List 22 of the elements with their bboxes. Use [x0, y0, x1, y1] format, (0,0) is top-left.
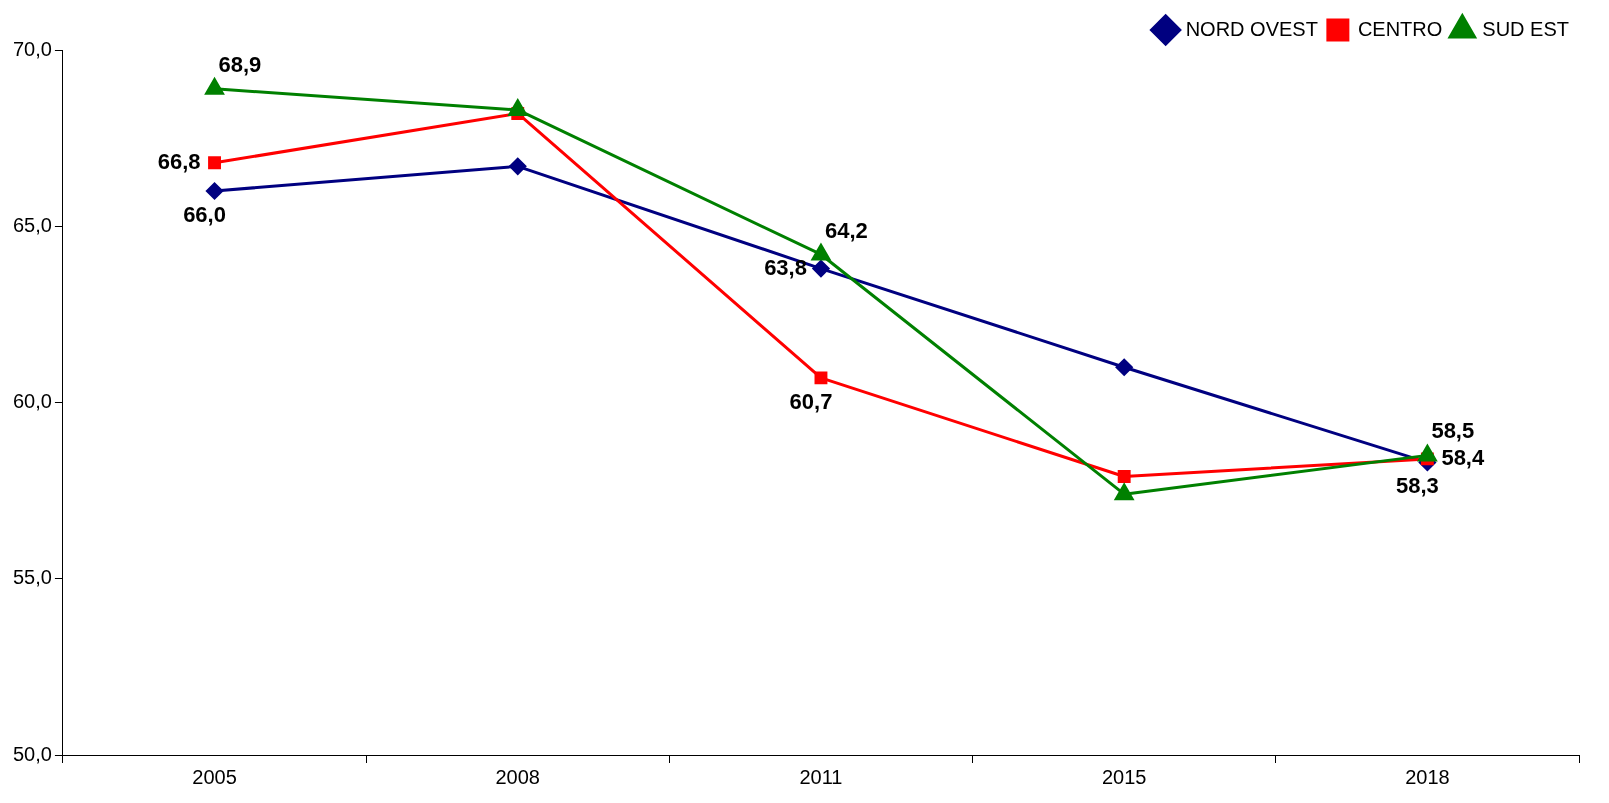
x-tick-label: 2008: [495, 765, 540, 788]
data-label: 66,0: [183, 202, 226, 228]
legend-label: SUD EST: [1482, 17, 1570, 40]
data-label: 58,5: [1431, 418, 1475, 444]
legend-label: CENTRO: [1357, 17, 1443, 40]
x-tick-label: 2005: [192, 765, 237, 788]
legend-label: NORD OVEST: [1185, 17, 1318, 40]
y-tick-label: 60,0: [12, 390, 52, 413]
data-label: 68,9: [218, 51, 262, 77]
y-tick-label: 55,0: [12, 566, 52, 589]
y-tick-label: 65,0: [12, 213, 52, 236]
data-label: 60,7: [789, 388, 833, 414]
data-label: 58,3: [1395, 473, 1439, 499]
x-tick-label: 2015: [1101, 765, 1147, 788]
y-tick-label: 50,0: [12, 742, 52, 765]
x-tick-label: 2018: [1405, 765, 1450, 788]
data-label: 63,8: [764, 254, 807, 280]
y-tick-label: 70,0: [12, 37, 52, 60]
data-label: 64,2: [824, 217, 868, 243]
data-label: 66,8: [157, 148, 201, 174]
x-tick-label: 2011: [799, 765, 843, 788]
data-label: 58,4: [1441, 444, 1485, 470]
